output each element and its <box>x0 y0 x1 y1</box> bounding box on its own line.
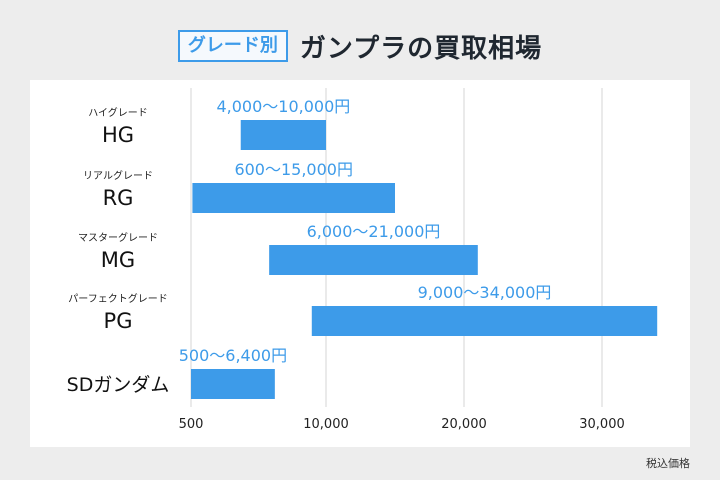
tax-included-note: 税込価格 <box>646 457 690 470</box>
bar-value-label: 9,000～34,000円 <box>418 283 552 302</box>
range-bar <box>240 120 326 150</box>
range-bar <box>191 369 275 399</box>
category-sublabel: リアルグレード <box>83 169 153 182</box>
x-tick-label: 30,000 <box>579 417 625 432</box>
category-label: MG <box>101 248 135 272</box>
grade-tag: グレード別 <box>177 30 288 62</box>
page-title: ガンプラの買取相場 <box>299 33 543 64</box>
x-tick-label: 10,000 <box>303 417 349 432</box>
range-bar <box>269 245 478 275</box>
x-tick-label: 500 <box>179 417 204 432</box>
range-bar <box>311 306 658 336</box>
chart-panel: 500 10,000 20,000 30,000 4,000～10,000円 ハイグレード… <box>30 80 690 447</box>
bar-value-label: 600～15,000円 <box>234 160 353 179</box>
bar-value-label: 4,000～10,000円 <box>216 97 350 116</box>
range-bar <box>192 183 395 213</box>
category-label: SDガンダム <box>67 374 170 396</box>
category-sublabel: ハイグレード <box>88 106 148 119</box>
bar-value-label: 500～6,400円 <box>179 346 287 365</box>
x-tick-label: 20,000 <box>441 417 487 432</box>
bar-value-label: 6,000～21,000円 <box>307 222 441 241</box>
category-sublabel: マスターグレード <box>78 231 158 244</box>
category-sublabel: パーフェクトグレード <box>68 292 167 305</box>
range-bar-chart: 500 10,000 20,000 30,000 4,000～10,000円 ハイグレード… <box>67 88 658 432</box>
category-label: RG <box>103 186 134 210</box>
category-label: HG <box>102 123 134 147</box>
title-row: グレード別 ガンプラの買取相場 <box>0 26 720 66</box>
category-label: PG <box>104 309 133 333</box>
